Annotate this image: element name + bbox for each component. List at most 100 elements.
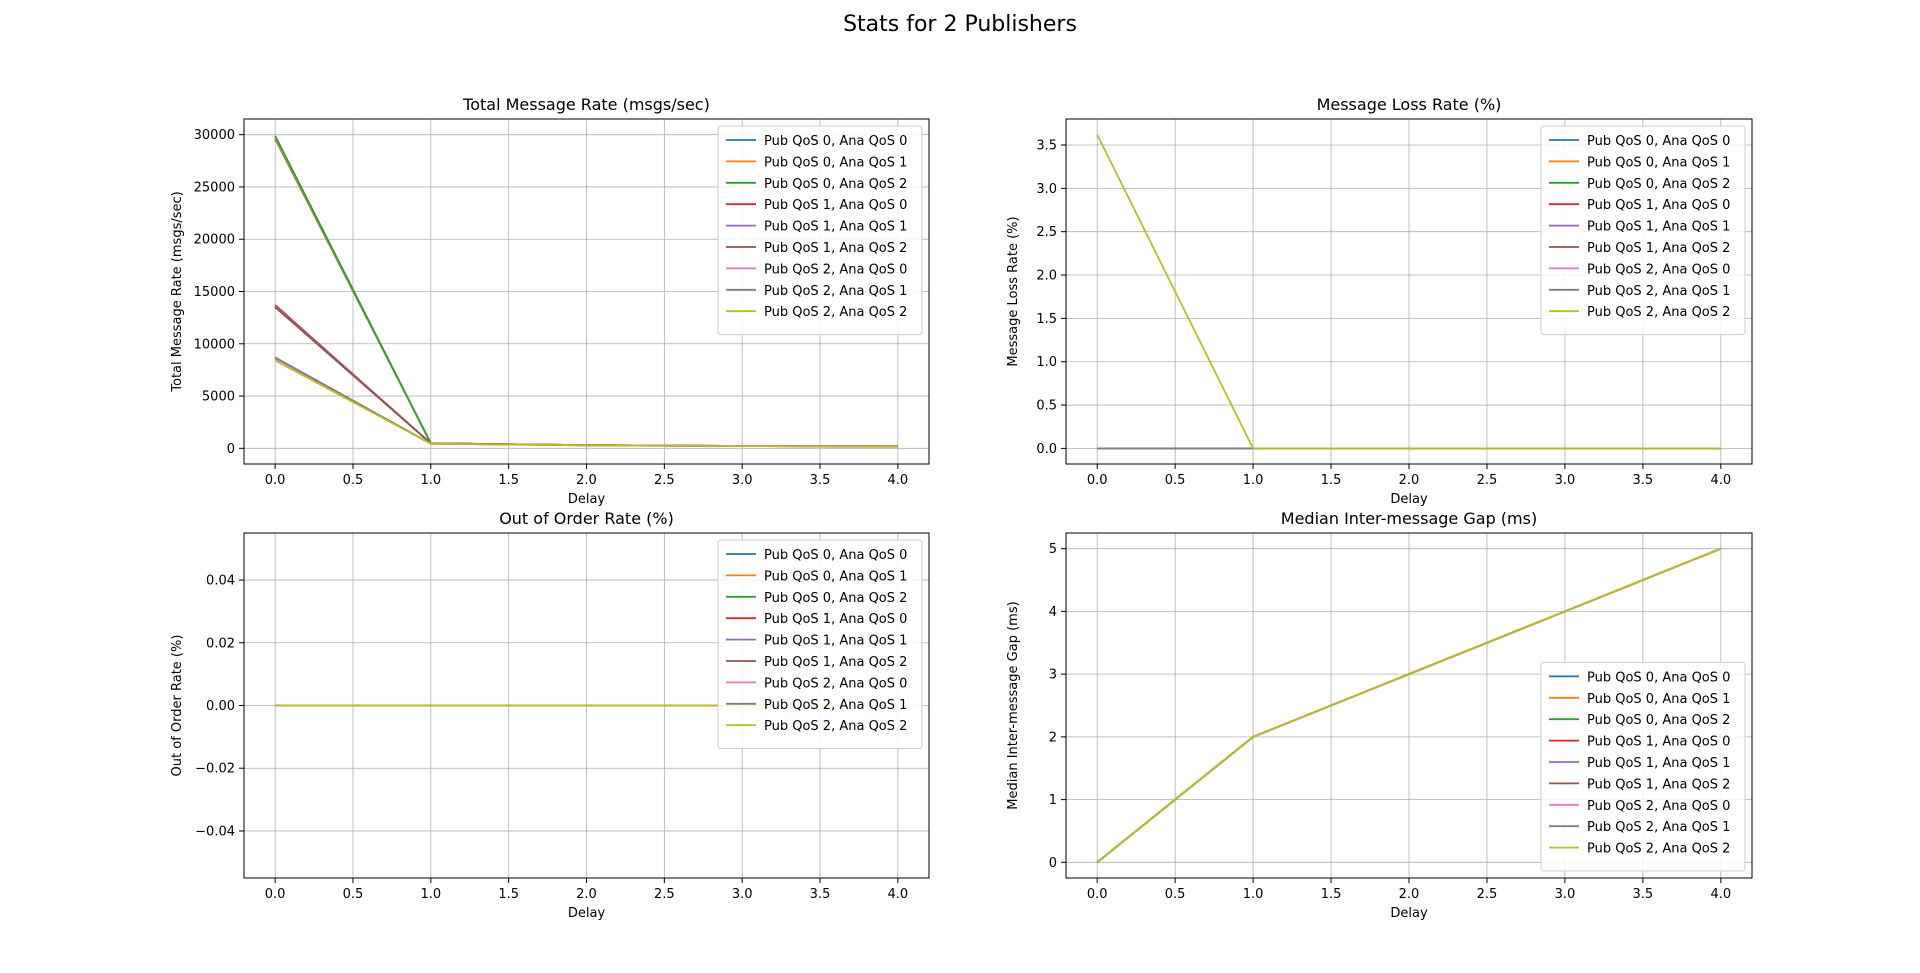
legend-entry: Pub QoS 1, Ana QoS 1 xyxy=(764,220,907,235)
legend-entry: Pub QoS 1, Ana QoS 0 xyxy=(1587,198,1730,213)
y-tick-label: 2.0 xyxy=(1036,269,1057,284)
x-tick-label: 0.5 xyxy=(343,887,364,902)
y-tick-label: 0.04 xyxy=(206,574,235,589)
legend-entry: Pub QoS 2, Ana QoS 2 xyxy=(764,305,907,320)
legend-entry: Pub QoS 0, Ana QoS 1 xyxy=(1587,692,1730,707)
x-tick-label: 2.0 xyxy=(1399,473,1420,488)
legend-entry: Pub QoS 1, Ana QoS 0 xyxy=(1587,735,1730,750)
y-tick-label: 5 xyxy=(1049,542,1057,557)
y-tick-label: 0.5 xyxy=(1036,399,1057,414)
x-tick-label: 4.0 xyxy=(1710,473,1731,488)
x-tick-label: 2.5 xyxy=(654,473,675,488)
legend-entry: Pub QoS 0, Ana QoS 2 xyxy=(764,591,907,606)
x-axis-label: Delay xyxy=(568,492,606,507)
x-tick-label: 1.5 xyxy=(498,887,519,902)
y-tick-label: 2.5 xyxy=(1036,225,1057,240)
chart-panel-4: 0.0 0.5 1.0 1.5 2.0 2.5 3.0 3.5 4.0 0 1 2 3 4 5 Median … xyxy=(1006,509,1753,921)
y-tick-label: 0 xyxy=(227,442,235,457)
x-tick-label: 0.5 xyxy=(1165,887,1186,902)
legend-entry: Pub QoS 1, Ana QoS 1 xyxy=(1587,756,1730,771)
y-tick-label: 1 xyxy=(1049,793,1057,808)
y-tick-label: 1.0 xyxy=(1036,355,1057,370)
y-tick-label: 0 xyxy=(1049,856,1057,871)
series-line xyxy=(274,359,898,448)
y-tick-label: 4 xyxy=(1049,605,1057,620)
legend-entry: Pub QoS 1, Ana QoS 0 xyxy=(764,198,907,213)
x-tick-label: 2.0 xyxy=(576,473,597,488)
x-tick-label: 1.0 xyxy=(420,473,441,488)
x-tick-label: 3.5 xyxy=(1633,473,1654,488)
chart-title: Median Inter-message Gap (ms) xyxy=(1281,509,1537,528)
legend-entry: Pub QoS 2, Ana QoS 1 xyxy=(1587,820,1730,835)
x-tick-label: 0.0 xyxy=(1087,887,1108,902)
legend-entry: Pub QoS 0, Ana QoS 0 xyxy=(1587,134,1730,149)
chart-panel-3: 0.0 0.5 1.0 1.5 2.0 2.5 3.0 3.5 4.0 −0.04 −0.02 0.0… xyxy=(170,509,930,921)
x-axis-label: Delay xyxy=(1390,492,1428,507)
legend: Pub QoS 0, Ana QoS 0 Pub QoS 0, Ana QoS 1… xyxy=(717,125,923,336)
x-tick-label: 3.5 xyxy=(810,887,831,902)
x-tick-label: 0.0 xyxy=(265,473,286,488)
legend-entry: Pub QoS 0, Ana QoS 0 xyxy=(764,134,907,149)
legend-entry: Pub QoS 2, Ana QoS 0 xyxy=(1587,799,1730,814)
legend: Pub QoS 0, Ana QoS 0 Pub QoS 0, Ana QoS 1… xyxy=(1540,661,1746,872)
y-tick-label: 3 xyxy=(1049,668,1057,683)
legend-entry: Pub QoS 0, Ana QoS 2 xyxy=(1587,713,1730,728)
x-tick-label: 1.0 xyxy=(1243,887,1264,902)
x-tick-label: 2.5 xyxy=(1477,473,1498,488)
chart-title: Out of Order Rate (%) xyxy=(499,509,674,528)
x-tick-label: 1.0 xyxy=(1243,473,1264,488)
y-tick-label: −0.04 xyxy=(195,824,235,839)
y-tick-label: 15000 xyxy=(194,285,235,300)
x-tick-label: 2.0 xyxy=(576,887,597,902)
x-tick-label: 2.5 xyxy=(1477,887,1498,902)
legend: Pub QoS 0, Ana QoS 0 Pub QoS 0, Ana QoS 1… xyxy=(717,539,923,750)
x-tick-label: 0.0 xyxy=(1087,473,1108,488)
x-tick-label: 4.0 xyxy=(888,473,909,488)
chart-title: Total Message Rate (msgs/sec) xyxy=(462,95,710,114)
chart-panel-1: 0.0 0.5 1.0 1.5 2.0 2.5 3.0 3.5 4.0 0 5000 10000 150… xyxy=(170,95,930,507)
legend-entry: Pub QoS 2, Ana QoS 1 xyxy=(764,284,907,299)
legend-entry: Pub QoS 0, Ana QoS 1 xyxy=(1587,155,1730,170)
chart-panel-2: 0.0 0.5 1.0 1.5 2.0 2.5 3.0 3.5 4.0 0.0 0.5 1.0 1.5 2… xyxy=(1006,95,1753,507)
legend-box xyxy=(1540,125,1746,336)
x-tick-label: 3.5 xyxy=(1633,887,1654,902)
x-tick-label: 3.0 xyxy=(1555,473,1576,488)
y-tick-label: 1.5 xyxy=(1036,312,1057,327)
legend-entry: Pub QoS 0, Ana QoS 2 xyxy=(1587,177,1730,192)
legend-entry: Pub QoS 2, Ana QoS 2 xyxy=(1587,305,1730,320)
legend-entry: Pub QoS 2, Ana QoS 0 xyxy=(764,676,907,691)
y-tick-label: 20000 xyxy=(194,233,235,248)
legend-entry: Pub QoS 0, Ana QoS 2 xyxy=(764,177,907,192)
x-tick-label: 2.0 xyxy=(1399,887,1420,902)
y-tick-label: 0.0 xyxy=(1036,442,1057,457)
y-tick-label: 0.00 xyxy=(206,699,235,714)
x-tick-label: 1.5 xyxy=(498,473,519,488)
legend-entry: Pub QoS 0, Ana QoS 0 xyxy=(764,548,907,563)
chart-title: Message Loss Rate (%) xyxy=(1317,95,1502,114)
y-tick-label: −0.02 xyxy=(195,762,235,777)
x-tick-label: 0.5 xyxy=(1165,473,1186,488)
figure-title: Stats for 2 Publishers xyxy=(843,12,1077,37)
legend-entry: Pub QoS 2, Ana QoS 2 xyxy=(764,719,907,734)
legend-entry: Pub QoS 1, Ana QoS 2 xyxy=(1587,777,1730,792)
y-tick-label: 3.5 xyxy=(1036,139,1057,154)
legend-entry: Pub QoS 1, Ana QoS 1 xyxy=(1587,220,1730,235)
y-axis-label: Message Loss Rate (%) xyxy=(1006,216,1021,366)
legend-entry: Pub QoS 1, Ana QoS 2 xyxy=(1587,241,1730,256)
legend-entry: Pub QoS 1, Ana QoS 1 xyxy=(764,634,907,649)
y-axis-label: Total Message Rate (msgs/sec) xyxy=(170,191,185,392)
legend-entry: Pub QoS 0, Ana QoS 1 xyxy=(764,155,907,170)
legend-box xyxy=(717,125,923,336)
series-line xyxy=(1096,134,1721,450)
x-tick-label: 3.0 xyxy=(732,887,753,902)
legend: Pub QoS 0, Ana QoS 0 Pub QoS 0, Ana QoS 1… xyxy=(1540,125,1746,336)
legend-entry: Pub QoS 2, Ana QoS 0 xyxy=(764,262,907,277)
x-tick-label: 0.0 xyxy=(265,887,286,902)
legend-entry: Pub QoS 0, Ana QoS 0 xyxy=(1587,670,1730,685)
x-tick-label: 3.0 xyxy=(1555,887,1576,902)
y-axis-label: Median Inter-message Gap (ms) xyxy=(1006,601,1021,809)
legend-entry: Pub QoS 0, Ana QoS 1 xyxy=(764,569,907,584)
y-axis-label: Out of Order Rate (%) xyxy=(170,635,185,777)
x-tick-label: 4.0 xyxy=(888,887,909,902)
legend-entry: Pub QoS 1, Ana QoS 2 xyxy=(764,655,907,670)
